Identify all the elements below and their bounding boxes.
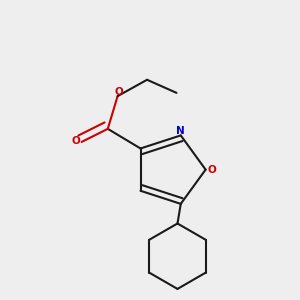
Text: O: O: [207, 165, 216, 175]
Text: O: O: [115, 87, 124, 97]
Text: O: O: [71, 136, 80, 146]
Text: N: N: [176, 126, 185, 136]
